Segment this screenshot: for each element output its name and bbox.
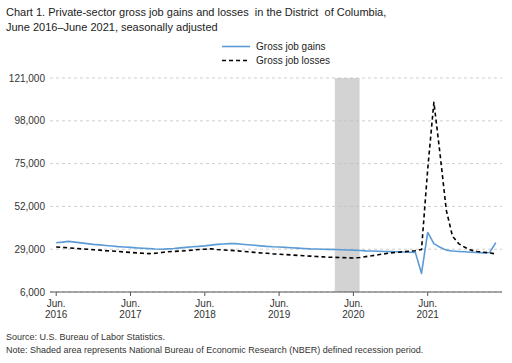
x-tick-label: Jun.2016 bbox=[45, 298, 68, 320]
grid-line bbox=[50, 78, 502, 79]
legend-swatch bbox=[222, 46, 250, 48]
annotation: Source: U.S. Bureau of Labor Statistics. bbox=[6, 332, 165, 342]
grid-line bbox=[50, 120, 502, 121]
y-tick-label: 52,000 bbox=[14, 201, 45, 212]
x-tick bbox=[204, 292, 205, 296]
x-tick bbox=[353, 292, 354, 296]
chart: Chart 1. Private-sector gross job gains … bbox=[0, 0, 512, 363]
y-tick-label: 98,000 bbox=[14, 115, 45, 126]
x-tick-label: Jun.2018 bbox=[194, 298, 217, 320]
legend-swatch bbox=[222, 60, 250, 62]
series-line bbox=[56, 232, 496, 273]
x-axis bbox=[50, 292, 502, 293]
legend-label: Gross job losses bbox=[256, 55, 330, 66]
subtitle: June 2016–June 2021, seasonally adjusted bbox=[6, 21, 218, 33]
legend: Gross job gains Gross job losses bbox=[222, 41, 330, 66]
x-tick bbox=[427, 292, 428, 296]
x-tick-label: Jun.2020 bbox=[342, 298, 365, 320]
y-tick-label: 75,000 bbox=[14, 158, 45, 169]
legend-label: Gross job gains bbox=[256, 41, 325, 52]
x-tick bbox=[279, 292, 280, 296]
x-tick-label: Jun.2021 bbox=[417, 298, 440, 320]
annotation: Note: Shaded area represents National Bu… bbox=[6, 345, 423, 355]
x-tick-label: Jun.2019 bbox=[268, 298, 291, 320]
y-tick-label: 121,000 bbox=[9, 73, 46, 84]
x-tick bbox=[130, 292, 131, 296]
grid-line bbox=[50, 206, 502, 207]
y-tick-label: 29,000 bbox=[14, 244, 45, 255]
grid-line bbox=[50, 163, 502, 164]
x-tick-label: Jun.2017 bbox=[119, 298, 142, 320]
lines bbox=[56, 102, 496, 273]
grid-line bbox=[50, 249, 502, 250]
y-tick-label: 6,000 bbox=[20, 287, 45, 298]
x-tick bbox=[56, 292, 57, 296]
recession-band bbox=[335, 78, 360, 292]
title: Chart 1. Private-sector gross job gains … bbox=[6, 6, 386, 18]
grid-line bbox=[50, 292, 502, 293]
series-line bbox=[56, 102, 496, 258]
